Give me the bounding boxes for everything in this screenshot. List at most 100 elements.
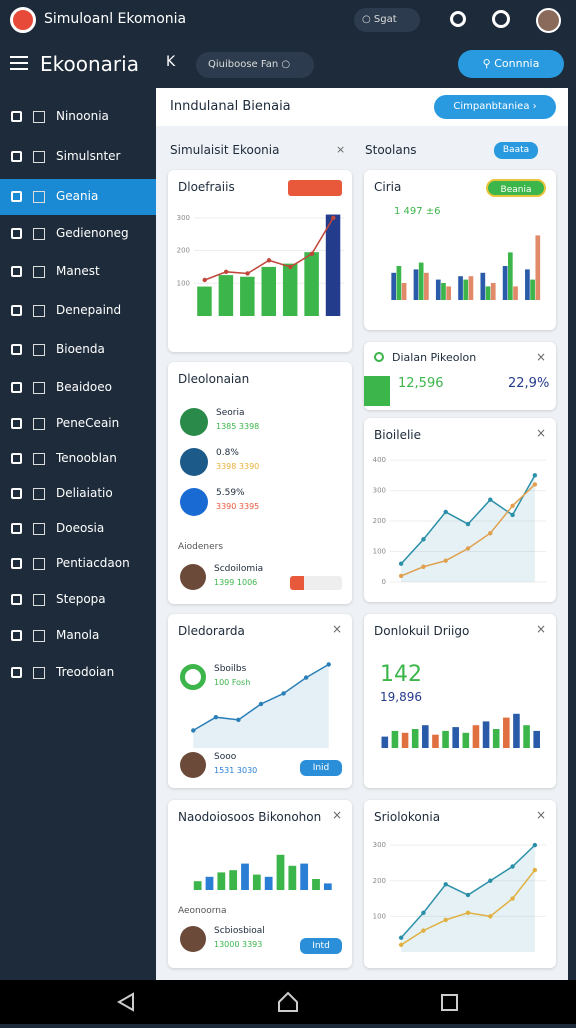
sidebar-item[interactable]: Denepaind [0,293,156,329]
card: Dialan Pikeolon × 12,596 22,9% [364,342,556,410]
point [281,691,286,696]
point [309,251,315,257]
sidebar-item[interactable]: Bioenda [0,332,156,368]
bar [435,279,441,300]
sidebar-item[interactable]: Deliaiatio [0,476,156,512]
bar [458,276,463,300]
point [421,928,426,933]
card: Dloefraiis 100 200 300 [168,170,352,352]
sidebar-item[interactable]: Doeosia [0,511,156,547]
point [288,264,293,270]
bar [418,262,424,300]
point [398,573,404,579]
sidebar-icon [33,382,45,394]
sidebar-icon [11,151,22,162]
sidebar-item[interactable]: Gedienoneg [0,216,156,252]
sidebar-icon [33,630,45,642]
person-value: 1399 1006 [214,578,258,587]
bar [462,732,470,748]
point [303,675,309,680]
card: Ciria Beania 1 497 ±6 [364,170,556,330]
sidebar-item[interactable]: Manest [0,254,156,290]
bar [442,730,449,748]
menu-icon[interactable] [10,56,28,70]
sidebar-item[interactable]: Stepopa [0,582,156,618]
search-text: Sgat [373,14,397,25]
y-tick-label: 200 [373,877,386,885]
sidebar-item[interactable]: Beaidoeo [0,370,156,406]
bar [218,275,234,316]
y-tick-label: 100 [373,912,386,920]
value: 1 497 ±6 [394,206,441,217]
sidebar-item[interactable]: Simulsnter [0,139,156,175]
back-icon[interactable]: K [166,54,176,70]
profile-icon[interactable] [450,11,466,27]
avatar [180,752,206,778]
button[interactable]: Intd [300,938,342,954]
home-button[interactable] [278,991,298,1012]
point [532,867,538,873]
main-button[interactable]: Cimpanbtaniea › [434,95,556,119]
sidebar-item[interactable]: PeneCeain [0,406,156,442]
back-button[interactable] [116,992,134,1012]
header-search[interactable]: Qiuiboose Fan ○ [196,52,314,78]
chart: 0 100 200 300 400 [373,456,546,586]
search-pill[interactable]: ○ Sgat [354,8,420,32]
close-icon[interactable]: × [336,143,346,156]
value: 142 [380,662,422,687]
card-title: Sriolokonia [374,810,441,824]
person-value: 1531 3030 [214,766,258,775]
button[interactable]: Inid [300,760,342,776]
sidebar-icon [33,594,45,606]
bar [401,732,409,748]
point [510,864,515,869]
avatar[interactable] [536,8,561,33]
value: 100 Fosh [214,678,251,687]
sidebar-item[interactable]: Geania [0,179,156,215]
sidebar-icon [11,523,22,534]
sidebar-icon [33,151,45,163]
sidebar-item[interactable]: Ninoonia [0,99,156,135]
sidebar-icon [11,418,22,429]
bar [197,286,212,316]
bar [503,717,510,748]
sidebar-label: Ninoonia [56,109,109,123]
bar [193,881,202,890]
person-name: 0.8% [216,448,239,458]
sidebar-item[interactable]: Tenooblan [0,441,156,477]
card-title: Dleolonaian [178,372,250,386]
bar [304,252,319,316]
recents-button[interactable] [441,994,458,1011]
sidebar-icon [11,305,22,316]
header-title: Ekoonaria [40,52,139,76]
bar [217,872,226,890]
section-tag[interactable]: Baata [494,142,538,159]
bar [282,263,298,316]
bar [441,283,446,300]
chart [191,662,331,748]
bar [468,276,474,300]
point [443,882,448,887]
point [266,258,272,263]
card-title: Naodoiosoos Bikonohon [178,810,322,824]
card: Naodoiosoos Bikonohon × Aeonoorna Scbiosb… [168,800,352,968]
sidebar-icon [33,667,45,679]
person-name: Scbiosbioal [214,926,265,936]
header-button[interactable]: ⚲ Connnia [458,50,564,78]
y-tick-label: 300 [373,841,386,849]
sidebar-item[interactable]: Treodoian [0,655,156,691]
point [443,509,448,515]
sidebar-item[interactable]: Manola [0,618,156,654]
sidebar-label: Geania [56,189,99,203]
sidebar-icon [11,266,22,277]
bar [513,286,518,300]
sidebar-icon [33,488,45,500]
card-title: Dledorarda [178,624,245,638]
bar [525,269,530,300]
sidebar-icon [11,630,22,641]
bar [485,286,491,300]
sidebar-icon [11,191,22,202]
notification-icon[interactable] [492,10,510,28]
point [236,717,241,723]
sidebar-item[interactable]: Pentiacdaon [0,546,156,582]
